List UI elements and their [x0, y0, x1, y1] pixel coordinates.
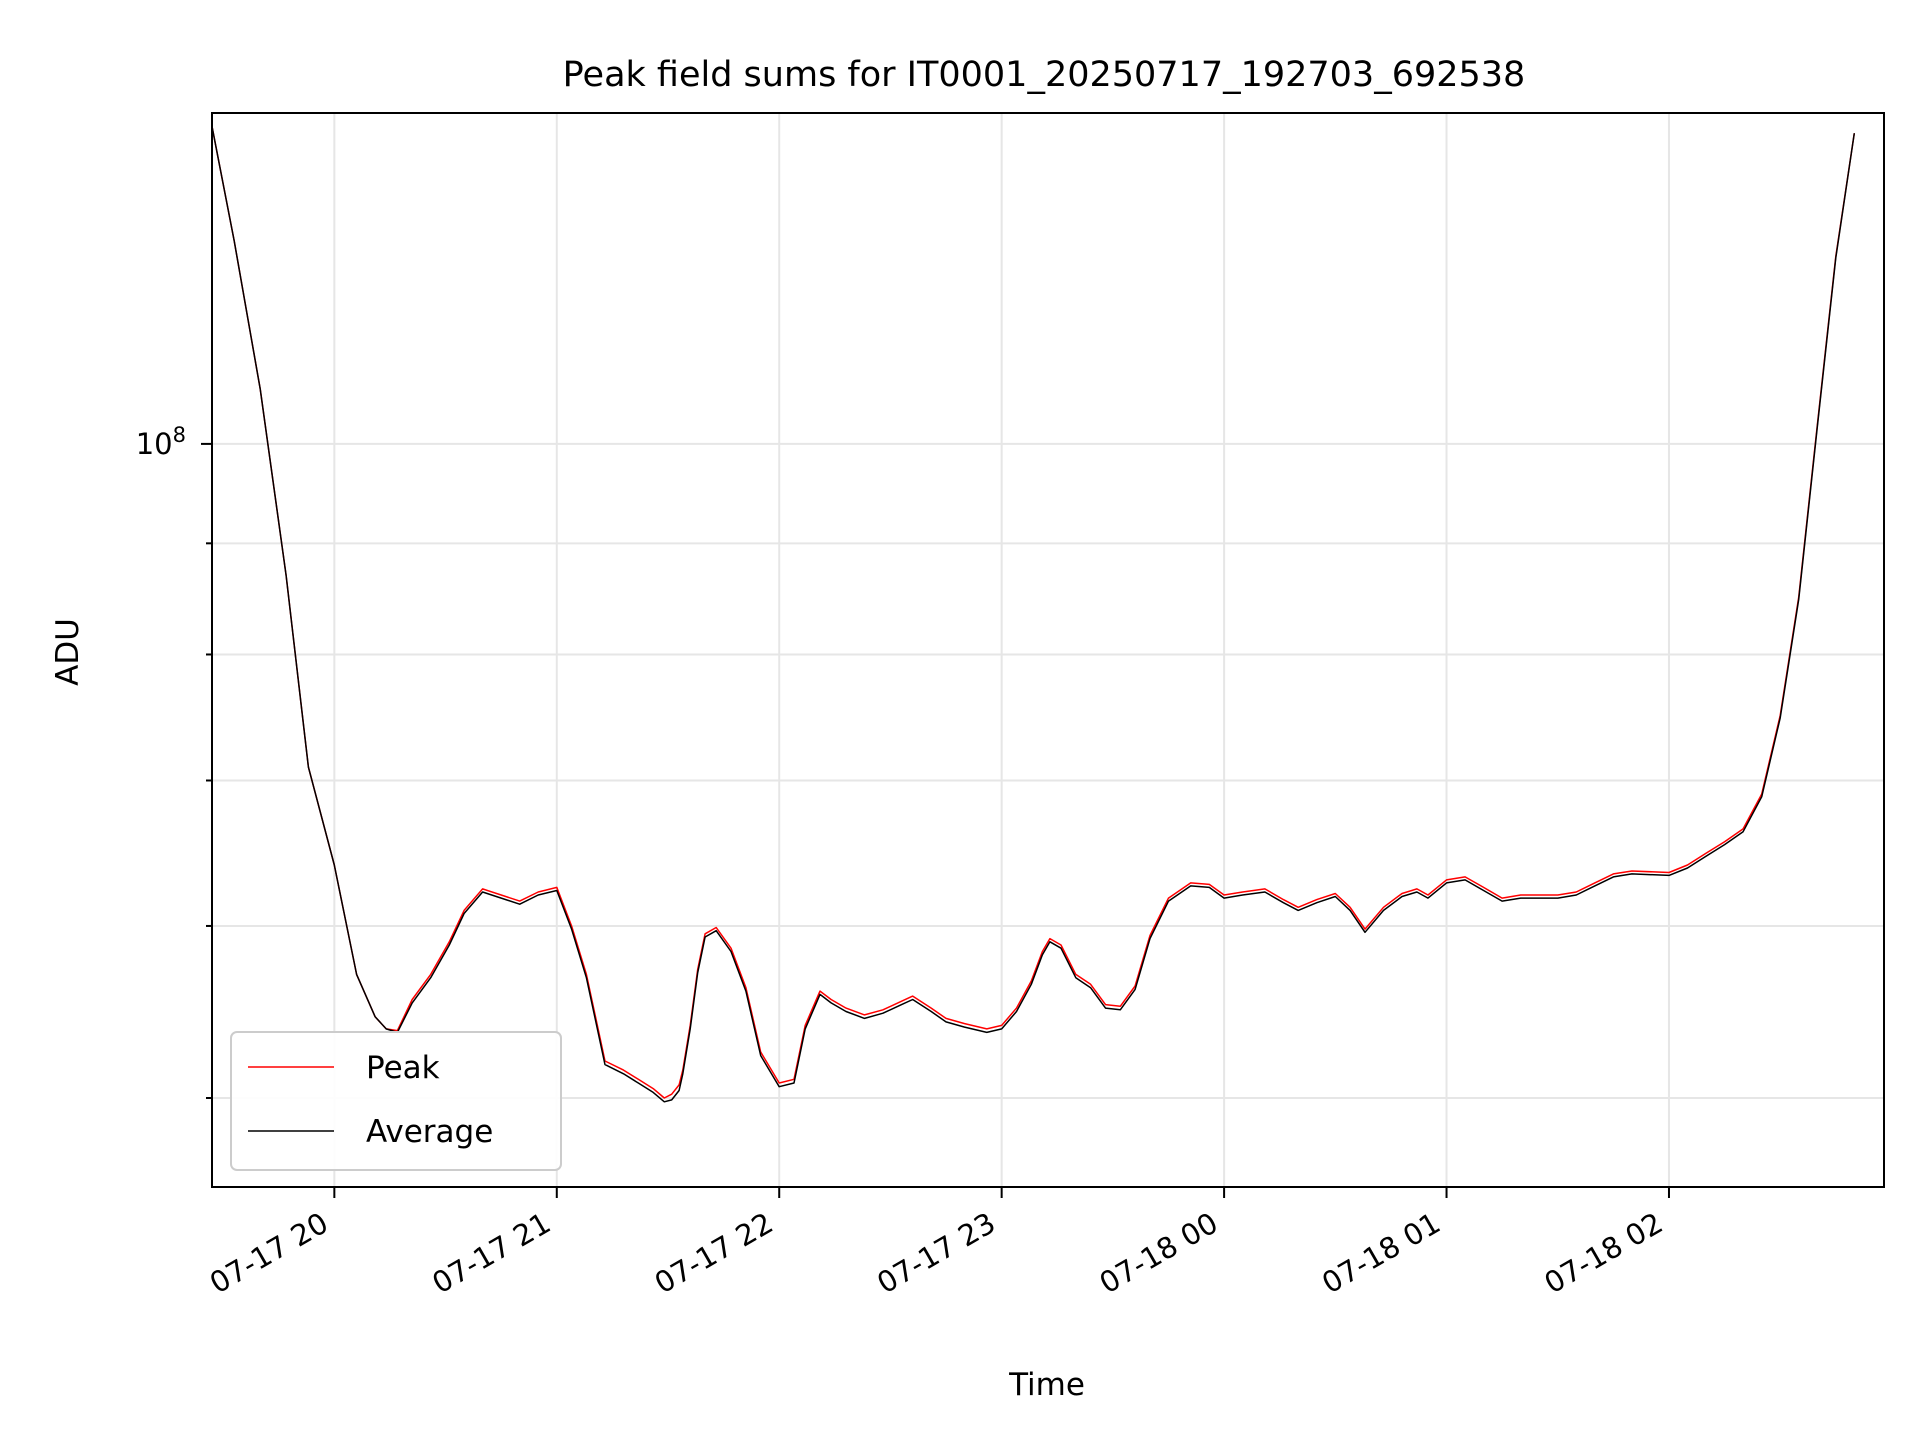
legend-label: Peak [366, 1050, 440, 1086]
chart-title: Peak field sums for IT0001_20250717_1927… [563, 55, 1526, 95]
series-line-average [211, 126, 1856, 1103]
legend: Peak Average [230, 1031, 562, 1171]
series-layer [211, 126, 1856, 1103]
y-tick-label: 108 [136, 423, 186, 461]
plot-frame [211, 112, 1885, 1188]
legend-label: Average [366, 1114, 493, 1150]
series-line-peak [211, 126, 1856, 1099]
y-axis-label: ADU [50, 618, 86, 686]
x-axis-label: Time [1008, 1367, 1085, 1403]
